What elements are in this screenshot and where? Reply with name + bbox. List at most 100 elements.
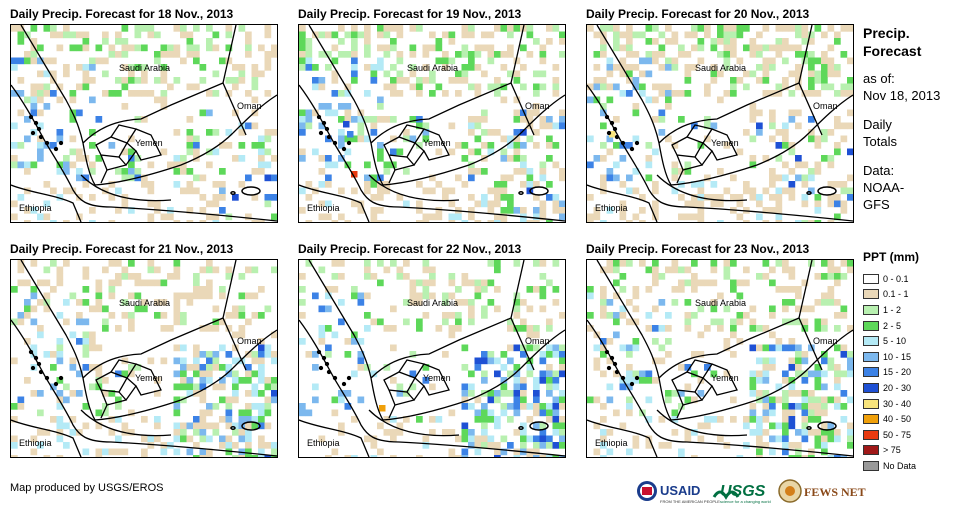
country-label-saudi: Saudi Arabia (695, 298, 747, 308)
precip-map: Saudi Arabia Oman Yemen Ethiopia Somalia (298, 24, 566, 223)
legend-label: 0.1 - 1 (883, 289, 909, 300)
asof-date: Nov 18, 2013 (863, 88, 941, 103)
precip-map: Saudi Arabia Oman Yemen Ethiopia Somalia (586, 259, 854, 458)
country-label-somalia: Somalia (149, 222, 182, 223)
country-label-oman: Oman (525, 101, 550, 111)
legend-item: > 75 (863, 443, 963, 459)
precip-cells (587, 260, 853, 457)
country-label-ethiopia: Ethiopia (307, 438, 340, 448)
legend-swatch (863, 289, 879, 300)
precip-cells (11, 25, 277, 222)
legend-item: 2 - 5 (863, 318, 963, 334)
legend-swatch (863, 460, 879, 471)
legend-swatch (863, 429, 879, 440)
legend-rows: 0 - 0.1 0.1 - 1 1 - 2 2 - 5 5 - 10 10 - 15 15 … (863, 271, 963, 474)
country-label-oman: Oman (237, 101, 262, 111)
usaid-text: USAID (660, 483, 700, 498)
country-label-yemen: Yemen (135, 373, 163, 383)
islands (316, 114, 549, 196)
legend-label: 0 - 0.1 (883, 273, 909, 284)
data-line3: GFS (863, 197, 890, 212)
legend-item: 50 - 75 (863, 427, 963, 443)
country-label-yemen: Yemen (711, 373, 739, 383)
country-label-saudi: Saudi Arabia (119, 63, 171, 73)
precip-cells (11, 260, 277, 457)
islands (28, 114, 261, 196)
country-label-saudi: Saudi Arabia (695, 63, 747, 73)
islands (604, 114, 837, 196)
legend-label: 1 - 2 (883, 304, 902, 315)
country-label-saudi: Saudi Arabia (407, 63, 459, 73)
legend-item: No Data (863, 458, 963, 474)
legend-label: 50 - 75 (883, 429, 912, 440)
country-label-oman: Oman (237, 336, 262, 346)
precip-cells (299, 25, 565, 222)
panel-title: Daily Precip. Forecast for 23 Nov., 2013 (586, 242, 810, 256)
country-label-saudi: Saudi Arabia (119, 298, 171, 308)
islands (604, 349, 837, 431)
precip-cells (587, 25, 853, 222)
legend-item: 1 - 2 (863, 302, 963, 318)
country-label-ethiopia: Ethiopia (307, 203, 340, 213)
usaid-tagline: FROM THE AMERICAN PEOPLE (660, 499, 720, 504)
legend-swatch (863, 414, 879, 425)
legend-item: 15 - 20 (863, 365, 963, 381)
country-label-yemen: Yemen (423, 138, 451, 148)
legend-title: PPT (mm) (863, 250, 920, 264)
country-label-yemen: Yemen (135, 138, 163, 148)
legend-item: 20 - 30 (863, 380, 963, 396)
legend-swatch (863, 320, 879, 331)
country-label-saudi: Saudi Arabia (407, 298, 459, 308)
asof-label: as of: (863, 71, 895, 86)
legend-swatch (863, 382, 879, 393)
panel-title: Daily Precip. Forecast for 19 Nov., 2013 (298, 7, 522, 21)
legend-label: 30 - 40 (883, 398, 912, 409)
fews-net-logo: FEWS NET (778, 479, 866, 503)
legend-swatch (863, 336, 879, 347)
data-line1: Data: (863, 163, 895, 178)
legend-swatch (863, 304, 879, 315)
credit-text: Map produced by USGS/EROS (10, 482, 164, 494)
ppt-legend: PPT (mm) 0 - 0.1 0.1 - 1 1 - 2 2 - 5 5 - 10 1… (863, 249, 963, 474)
country-label-somalia: Somalia (149, 457, 182, 458)
boundaries (587, 260, 853, 457)
legend-item: 40 - 50 (863, 411, 963, 427)
country-label-yemen: Yemen (423, 373, 451, 383)
precip-map: Saudi Arabia Oman Yemen Ethiopia Somalia (10, 24, 278, 223)
country-label-somalia: Somalia (437, 222, 470, 223)
country-label-somalia: Somalia (437, 457, 470, 458)
legend-label: 5 - 10 (883, 336, 907, 347)
panel-title: Daily Precip. Forecast for 22 Nov., 2013 (298, 242, 522, 256)
legend-swatch (863, 273, 879, 284)
legend-item: 0.1 - 1 (863, 287, 963, 303)
usgs-logo: USGS science for a changing world (712, 483, 771, 504)
legend-label: 10 - 15 (883, 351, 912, 362)
country-label-somalia: Somalia (725, 222, 758, 223)
agency-logos: USAID FROM THE AMERICAN PEOPLE USGS scie… (636, 477, 866, 505)
legend-swatch (863, 445, 879, 456)
legend-label: 20 - 30 (883, 382, 912, 393)
usgs-text: USGS (720, 483, 766, 500)
legend-label: No Data (883, 460, 917, 471)
panel-title: Daily Precip. Forecast for 21 Nov., 2013 (10, 242, 234, 256)
side-info: Precip. Forecast as of: Nov 18, 2013 Dai… (863, 24, 963, 213)
precip-cells (299, 260, 565, 457)
country-label-ethiopia: Ethiopia (19, 438, 52, 448)
side-title-line1: Precip. (863, 25, 910, 41)
usaid-logo: USAID FROM THE AMERICAN PEOPLE (637, 481, 720, 504)
panel-title: Daily Precip. Forecast for 20 Nov., 2013 (586, 7, 810, 21)
country-label-ethiopia: Ethiopia (595, 203, 628, 213)
side-title-line2: Forecast (863, 43, 922, 59)
legend-item: 30 - 40 (863, 396, 963, 412)
daily-line2: Totals (863, 134, 897, 149)
country-label-somalia: Somalia (725, 457, 758, 458)
legend-swatch (863, 367, 879, 378)
islands (316, 349, 549, 431)
data-line2: NOAA- (863, 180, 905, 195)
legend-swatch (863, 398, 879, 409)
legend-swatch (863, 351, 879, 362)
precip-map: Saudi Arabia Oman Yemen Ethiopia Somalia (298, 259, 566, 458)
legend-item: 5 - 10 (863, 333, 963, 349)
country-label-yemen: Yemen (711, 138, 739, 148)
legend-item: 10 - 15 (863, 349, 963, 365)
